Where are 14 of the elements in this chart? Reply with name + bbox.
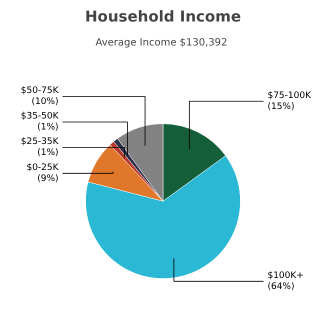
slice-label: $25-35K	[20, 137, 60, 148]
slice-label: $50-75K	[20, 86, 60, 96]
chart-title: Household Income	[85, 8, 241, 26]
data-label: (10%)	[32, 96, 59, 107]
data-label: (1%)	[37, 122, 59, 132]
slice-label: $75-100K	[267, 90, 312, 101]
data-label: (9%)	[37, 174, 59, 184]
slice-label: $0-25K	[26, 162, 60, 173]
slice-label: $100K+	[267, 270, 304, 281]
data-label: (1%)	[37, 148, 59, 158]
chart-subtitle: Average Income $130,392	[95, 38, 228, 48]
data-label: (15%)	[267, 102, 294, 112]
data-label: (64%)	[267, 282, 294, 292]
slice-label: $35-50K	[20, 111, 60, 122]
